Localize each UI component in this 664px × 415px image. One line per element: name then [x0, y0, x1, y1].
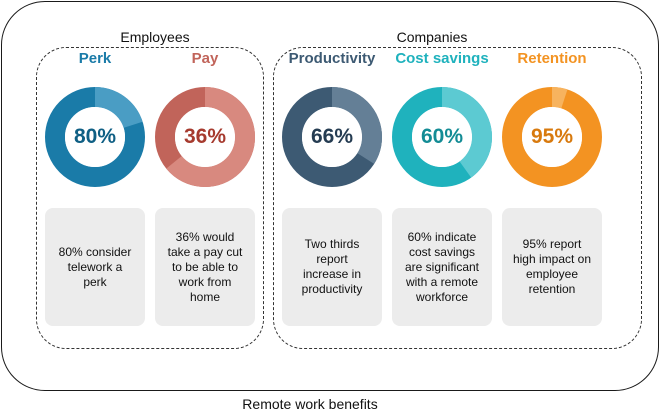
card-title: Pay	[191, 50, 219, 67]
description-box: 80% consider telework a perk	[45, 208, 145, 326]
card-retention: Retention 95% 95% report high impact on …	[502, 49, 602, 326]
percent-label: 80%	[73, 125, 117, 148]
percent-label: 95%	[530, 125, 574, 148]
card-title: Perk	[78, 50, 112, 67]
donut-hole	[175, 107, 235, 167]
employees-group	[36, 47, 264, 349]
card-title: Cost savings	[395, 50, 489, 67]
description-box: 60% indicate cost savings are significan…	[392, 208, 492, 326]
diagram-caption: Remote work benefits	[242, 396, 378, 412]
donut-hole	[302, 107, 362, 167]
card-perk: Perk 80% 80% consider telework a perk	[45, 49, 145, 326]
donut-hole	[65, 107, 125, 167]
card-title: Productivity	[288, 50, 376, 67]
card-title: Retention	[517, 50, 587, 67]
description-box: Two thirds report increase in productivi…	[282, 208, 382, 326]
percent-label: 36%	[183, 125, 227, 148]
donut-chart	[502, 87, 602, 187]
donut-remainder-segment	[45, 87, 145, 187]
percent-label: 60%	[420, 125, 464, 148]
diagram-frame	[1, 1, 659, 391]
companies-label: Companies	[396, 29, 468, 45]
donut-remainder-segment	[502, 87, 602, 187]
employees-label: Employees	[120, 29, 190, 45]
donut-remainder-segment	[392, 87, 492, 187]
donut-hole	[522, 107, 582, 167]
companies-group	[273, 47, 642, 349]
description-box: 36% would take a pay cut to be able to w…	[155, 208, 255, 326]
description-box: 95% report high impact on employee reten…	[502, 208, 602, 326]
donut-chart	[155, 87, 255, 187]
donut-chart	[45, 87, 145, 187]
donut-chart	[392, 87, 492, 187]
card-productivity: Productivity 66% Two thirds report incre…	[282, 49, 382, 326]
card-pay: Pay 36% 36% would take a pay cut to be a…	[155, 49, 255, 326]
card-cost-savings: Cost savings 60% 60% indicate cost savin…	[392, 49, 492, 326]
donut-chart	[282, 87, 382, 187]
donut-remainder-segment	[282, 87, 382, 187]
percent-label: 66%	[310, 125, 354, 148]
donut-remainder-segment	[155, 87, 255, 187]
donut-hole	[412, 107, 472, 167]
